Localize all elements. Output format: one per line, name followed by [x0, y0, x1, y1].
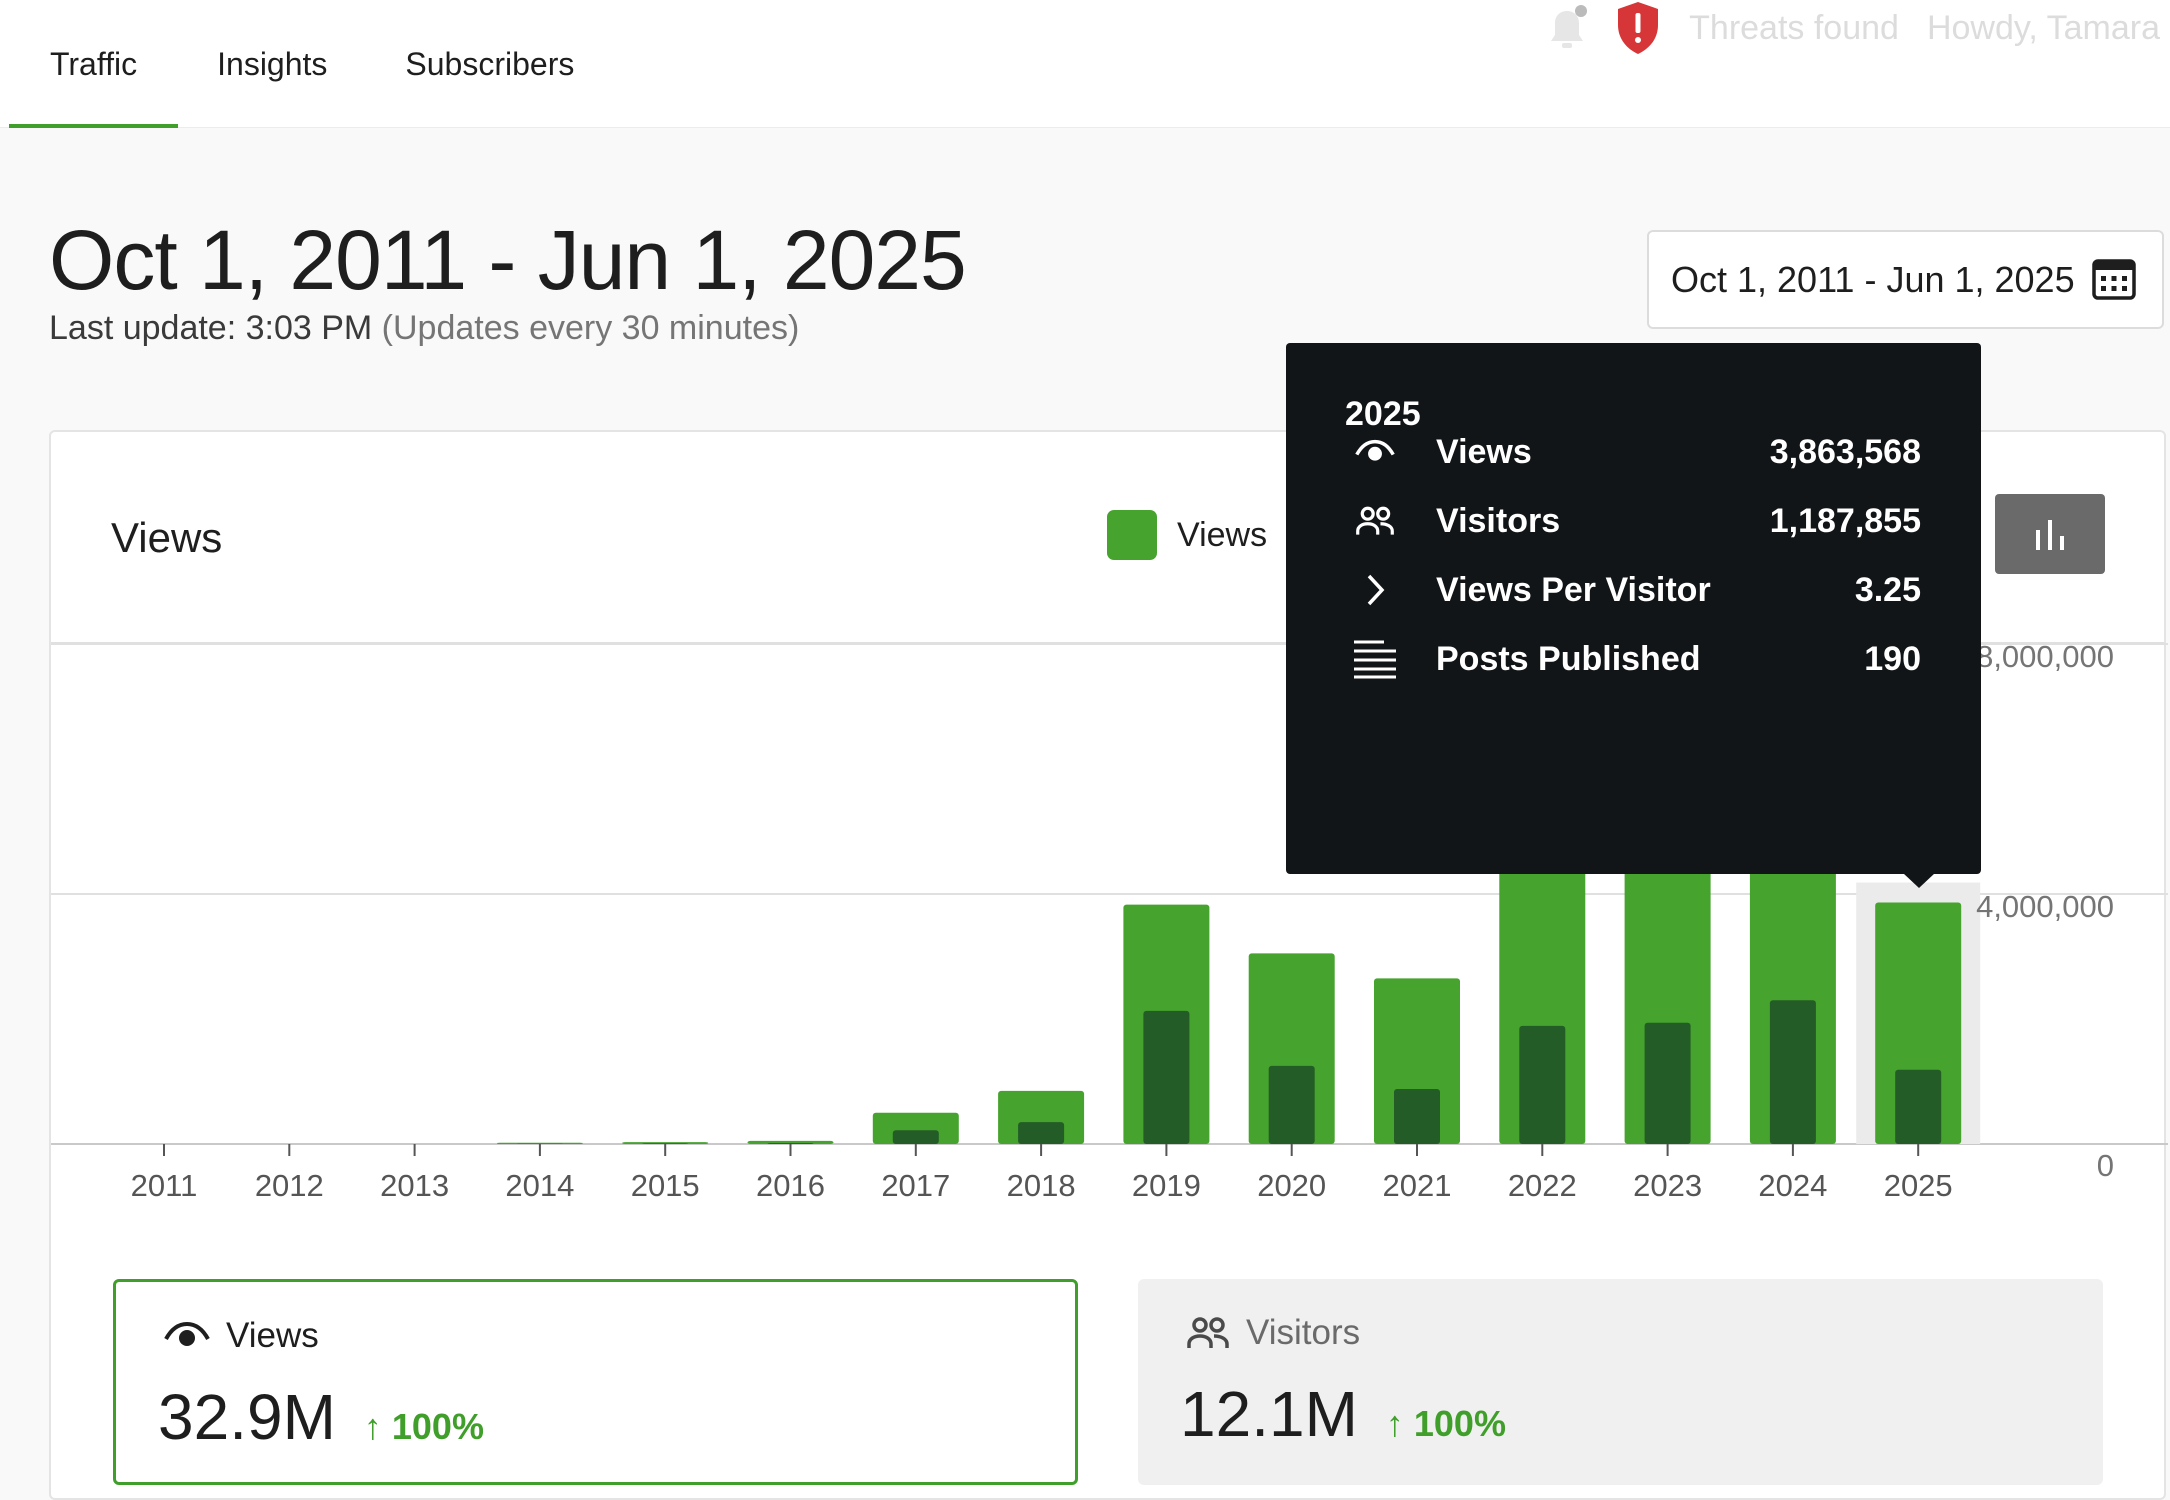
y-tick-label: 4,000,000 — [1976, 889, 2114, 924]
bar-views-2014[interactable] — [496, 1142, 583, 1144]
last-update: Last update: 3:03 PM (Updates every 30 m… — [49, 309, 799, 348]
x-tick-label: 2021 — [1383, 1168, 1452, 1203]
tooltip-row-label: Posts Published — [1436, 639, 1701, 678]
x-tick-label: 2024 — [1758, 1168, 1827, 1203]
summary-views-label: Views — [164, 1316, 319, 1356]
summary-visitors-label: Visitors — [1186, 1313, 1360, 1353]
admin-bar: Threats found Howdy, Tamara — [1547, 0, 2170, 56]
threats-found-link[interactable]: Threats found — [1689, 8, 1899, 47]
x-tick-label: 2013 — [380, 1168, 449, 1203]
card-title: Views — [111, 514, 223, 561]
top-bar: Traffic Insights Subscribers Threats found… — [0, 0, 2170, 128]
summary-tile-visitors[interactable]: Visitors 12.1M ↑ 100% — [1138, 1279, 2103, 1485]
legend-label-views: Views — [1177, 515, 1268, 554]
tab-subscribers[interactable]: Subscribers — [405, 45, 575, 82]
tooltip-row-value: 190 — [1864, 639, 1921, 678]
eye-icon — [1352, 429, 1398, 475]
bar-visitors-2025[interactable] — [1895, 1069, 1942, 1144]
bar-visitors-2021[interactable] — [1394, 1089, 1440, 1144]
summary-views-value-row: 32.9M ↑ 100% — [158, 1380, 484, 1454]
bar-visitors-2024[interactable] — [1769, 1000, 1816, 1144]
shield-alert-icon[interactable] — [1615, 0, 1661, 56]
people-icon — [1352, 498, 1398, 544]
bar-visitors-2016[interactable] — [767, 1143, 814, 1144]
user-greeting[interactable]: Howdy, Tamara — [1926, 8, 2160, 47]
summary-views-delta: ↑ 100% — [364, 1406, 484, 1448]
summary-visitors-value: 12.1M — [1180, 1378, 1358, 1450]
notification-dot — [1575, 5, 1588, 17]
bar-visitors-2015[interactable] — [642, 1143, 689, 1144]
tooltip-row-value: 1,187,855 — [1769, 501, 1921, 540]
x-tick-label: 2025 — [1884, 1168, 1953, 1203]
summary-views-label-text: Views — [226, 1316, 319, 1355]
bar-chart-toggle-button[interactable] — [1995, 494, 2105, 574]
bar-visitors-2023[interactable] — [1644, 1022, 1691, 1144]
date-range-picker[interactable]: Oct 1, 2011 - Jun 1, 2025 — [1647, 230, 2164, 329]
tooltip-row-label: Views — [1436, 432, 1532, 471]
x-tick-label: 2016 — [756, 1168, 825, 1203]
x-tick-label: 2012 — [255, 1168, 324, 1203]
chart-legend: Views — [1107, 510, 1267, 560]
tooltip-row-value: 3.25 — [1854, 570, 1921, 609]
x-tick-label: 2019 — [1132, 1168, 1201, 1203]
arrow-up-icon: ↑ — [363, 1406, 392, 1447]
tooltip-row-label: Views Per Visitor — [1436, 570, 1711, 609]
bar-visitors-2020[interactable] — [1268, 1065, 1315, 1144]
summary-visitors-value-row: 12.1M ↑ 100% — [1180, 1377, 1506, 1451]
bar-chart-icon — [2036, 520, 2064, 550]
tooltip-row-label: Visitors — [1436, 501, 1561, 540]
tooltip-row-views: Views 3,863,568 — [1286, 422, 1981, 482]
tooltip-row-visitors: Visitors 1,187,855 — [1286, 491, 1981, 551]
lines-icon — [1352, 636, 1398, 682]
x-tick-label: 2018 — [1007, 1168, 1076, 1203]
views-bar-chart: 2011 2012 2013 2014 2015 2016 2017 2018 2019 2020… — [51, 639, 2168, 1203]
date-range-value: Oct 1, 2011 - Jun 1, 2025 — [1671, 258, 2075, 300]
update-frequency-note: (Updates every 30 minutes) — [381, 309, 800, 347]
x-tick-label: 2020 — [1257, 1168, 1326, 1203]
bar-visitors-2017[interactable] — [892, 1130, 939, 1144]
bar-visitors-2019[interactable] — [1143, 1010, 1190, 1144]
bar-visitors-2022[interactable] — [1519, 1025, 1566, 1144]
x-tick-label: 2022 — [1508, 1168, 1577, 1203]
tab-list: Traffic Insights Subscribers — [9, 0, 613, 128]
bar-visitors-2018[interactable] — [1018, 1122, 1065, 1144]
summary-tile-views[interactable]: Views 32.9M ↑ 100% — [113, 1279, 1078, 1485]
summary-views-value: 32.9M — [158, 1381, 336, 1453]
x-tick-label: 2014 — [505, 1168, 574, 1203]
tab-traffic[interactable]: Traffic — [9, 0, 179, 128]
last-update-time: Last update: 3:03 PM — [49, 309, 373, 347]
calendar-icon — [2092, 259, 2136, 300]
page-title: Oct 1, 2011 - Jun 1, 2025 — [49, 213, 967, 307]
tooltip-title: 2025 — [1345, 395, 1421, 433]
chart-tooltip: 2025 Views 3,863,568 Visitors 1,187,855 View… — [1286, 343, 1981, 888]
arrow-up-icon: ↑ — [1385, 1403, 1414, 1444]
tooltip-row-value: 3,863,568 — [1769, 432, 1921, 471]
summary-views-delta-value: 100% — [391, 1406, 484, 1447]
people-icon — [1187, 1317, 1229, 1348]
y-tick-label: 0 — [2097, 1148, 2114, 1183]
tab-insights[interactable]: Insights — [217, 45, 328, 82]
eye-icon — [164, 1321, 210, 1346]
x-tick-label: 2011 — [131, 1168, 198, 1203]
x-tick-label: 2023 — [1633, 1168, 1702, 1203]
notifications-bell-icon[interactable] — [1547, 5, 1588, 51]
x-tick-label: 2015 — [631, 1168, 700, 1203]
x-tick-label: 2017 — [881, 1168, 950, 1203]
tooltip-row-views-per-visitor: Views Per Visitor 3.25 — [1286, 560, 1981, 620]
summary-visitors-label-text: Visitors — [1246, 1313, 1361, 1352]
tooltip-row-posts-published: Posts Published 190 — [1286, 629, 1981, 689]
summary-visitors-delta-value: 100% — [1413, 1403, 1506, 1444]
y-tick-label: 8,000,000 — [1976, 639, 2114, 674]
summary-visitors-delta: ↑ 100% — [1386, 1403, 1506, 1445]
legend-swatch-views — [1107, 510, 1157, 560]
chevron-right-icon — [1352, 567, 1398, 613]
